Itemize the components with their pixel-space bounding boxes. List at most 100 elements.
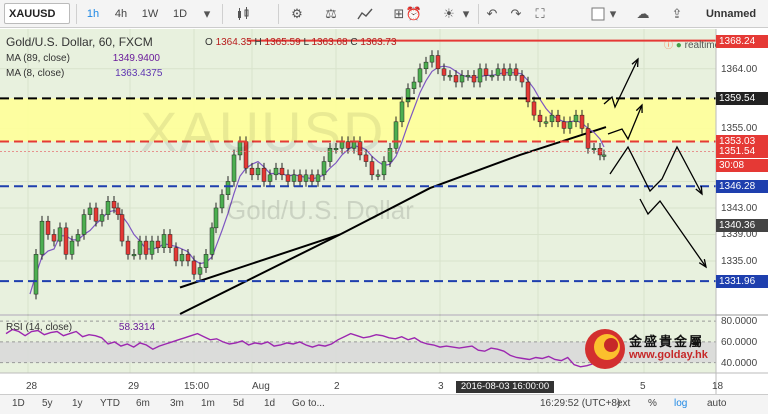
realtime-label: realtime (684, 40, 721, 51)
ext-toggle[interactable]: ext (617, 398, 631, 409)
range-button[interactable]: 3m (170, 398, 184, 409)
rsi-legend[interactable]: RSI (14, close) 58.3314 (6, 322, 155, 333)
supply-zone (0, 98, 716, 142)
candle (63, 227, 69, 255)
logo-url: www.golday.hk (629, 349, 708, 361)
color-square-icon[interactable] (588, 3, 608, 24)
candle (267, 174, 273, 182)
replay-icon[interactable]: ☀ (443, 5, 455, 21)
percent-toggle[interactable]: % (648, 398, 657, 409)
color-dropdown-chevron-icon[interactable]: ▾ (609, 5, 617, 21)
candle (405, 88, 411, 103)
candle (143, 240, 149, 255)
candle (105, 201, 111, 215)
symbol-search-input[interactable]: XAUUSD (4, 3, 70, 24)
open-label: O (205, 37, 213, 48)
candle (591, 148, 597, 151)
candle (279, 167, 285, 176)
range-button[interactable]: 1d (264, 398, 276, 409)
candle (255, 167, 261, 176)
range-button[interactable]: Go to... (292, 398, 325, 409)
candle (303, 174, 309, 182)
candle (197, 267, 203, 275)
toolbar-separator (278, 4, 279, 24)
candle (321, 161, 327, 176)
redo-icon[interactable]: ↷ (510, 5, 522, 21)
candle (57, 227, 63, 242)
candle (225, 181, 231, 195)
price-tick-label: 1343.00 (721, 202, 758, 214)
candle (519, 75, 525, 83)
bull-arrow-path-2 (607, 104, 643, 141)
time-tick-label: 15:00 (184, 381, 210, 392)
fullscreen-icon[interactable]: ⛶ (535, 5, 545, 21)
undo-icon[interactable]: ↶ (486, 5, 498, 21)
interval-dropdown-chevron-icon[interactable]: ▾ (203, 5, 211, 21)
candle (45, 220, 51, 235)
replay-dropdown-chevron-icon[interactable]: ▾ (462, 5, 470, 21)
low-value: 1363.68 (311, 37, 348, 48)
range-button[interactable]: YTD (100, 398, 120, 409)
bull-arrow-path (603, 58, 639, 109)
logo-name: 金盛貴金屬 (629, 334, 705, 349)
ma8-legend[interactable]: MA (8, close) 1363.4375 (6, 68, 162, 79)
alert-icon[interactable]: ⏰ (405, 5, 423, 21)
price-tick-label: 1335.00 (721, 255, 758, 267)
candle (261, 167, 267, 182)
chart-area[interactable]: XAUUSD Gold/U.S. Dollar Gold/U.S. Dollar… (0, 29, 768, 394)
range-button[interactable]: 6m (136, 398, 150, 409)
candle (315, 174, 321, 182)
candle (601, 154, 607, 157)
candle (173, 247, 179, 262)
cloud-save-icon[interactable]: ⇪ (671, 5, 683, 21)
candle (423, 61, 429, 70)
realtime-dot-icon: ● (675, 40, 682, 51)
candle (387, 148, 393, 162)
time-tick-label: 5 (640, 381, 646, 392)
candle (381, 161, 387, 176)
time-tick-label: Aug (252, 381, 270, 392)
candle (39, 220, 45, 255)
log-toggle[interactable]: log (674, 398, 688, 409)
candle (291, 174, 297, 182)
candle (327, 148, 333, 162)
range-button[interactable]: 1D (12, 398, 25, 409)
indicators-icon[interactable] (352, 3, 378, 24)
range-button[interactable]: 5d (233, 398, 245, 409)
candle (69, 240, 75, 255)
rsi-tick-label: 40.0000 (721, 357, 758, 369)
candle (375, 174, 381, 177)
candle (249, 167, 255, 176)
range-button[interactable]: 1y (72, 398, 83, 409)
range-button[interactable]: 5y (42, 398, 53, 409)
auto-toggle[interactable]: auto (707, 398, 727, 409)
interval-1h-button[interactable]: 1h (86, 7, 100, 20)
ma89-legend[interactable]: MA (89, close) 1349.9400 (6, 53, 160, 64)
price-level-label: 1359.54 (716, 92, 768, 106)
candle (507, 68, 513, 76)
price-level-label: 1331.96 (716, 275, 768, 289)
interval-4h-button[interactable]: 4h (114, 7, 128, 20)
compare-scale-icon[interactable]: ⚖ (325, 5, 337, 21)
candle (393, 121, 399, 149)
ma8-value: 1363.4375 (115, 68, 163, 79)
candle (561, 121, 567, 129)
price-level-label: 1353.03 (716, 135, 768, 149)
candle (555, 114, 561, 123)
watermark-name: Gold/U.S. Dollar (226, 195, 414, 225)
bars-style-icon[interactable] (228, 3, 258, 24)
cloud-icon[interactable]: ☁ (636, 5, 650, 21)
interval-1d-button[interactable]: 1D (172, 7, 188, 20)
layout-name-button[interactable]: Unnamed (705, 7, 757, 20)
interval-1w-button[interactable]: 1W (141, 7, 159, 20)
time-tick-label: 29 (128, 381, 140, 392)
candle (483, 68, 489, 76)
low-label: L (303, 37, 309, 48)
candle (155, 240, 161, 248)
gear-icon[interactable]: ⚙ (291, 5, 303, 21)
range-button[interactable]: 1m (201, 398, 215, 409)
candle (411, 81, 417, 89)
candle (525, 81, 531, 103)
templates-icon[interactable]: ⊞ (393, 5, 405, 21)
bottom-toolbar: 1D 5y 1y YTD 6m 3m 1m 5d 1d Go to... 16:29:52 (UT… (0, 394, 768, 414)
